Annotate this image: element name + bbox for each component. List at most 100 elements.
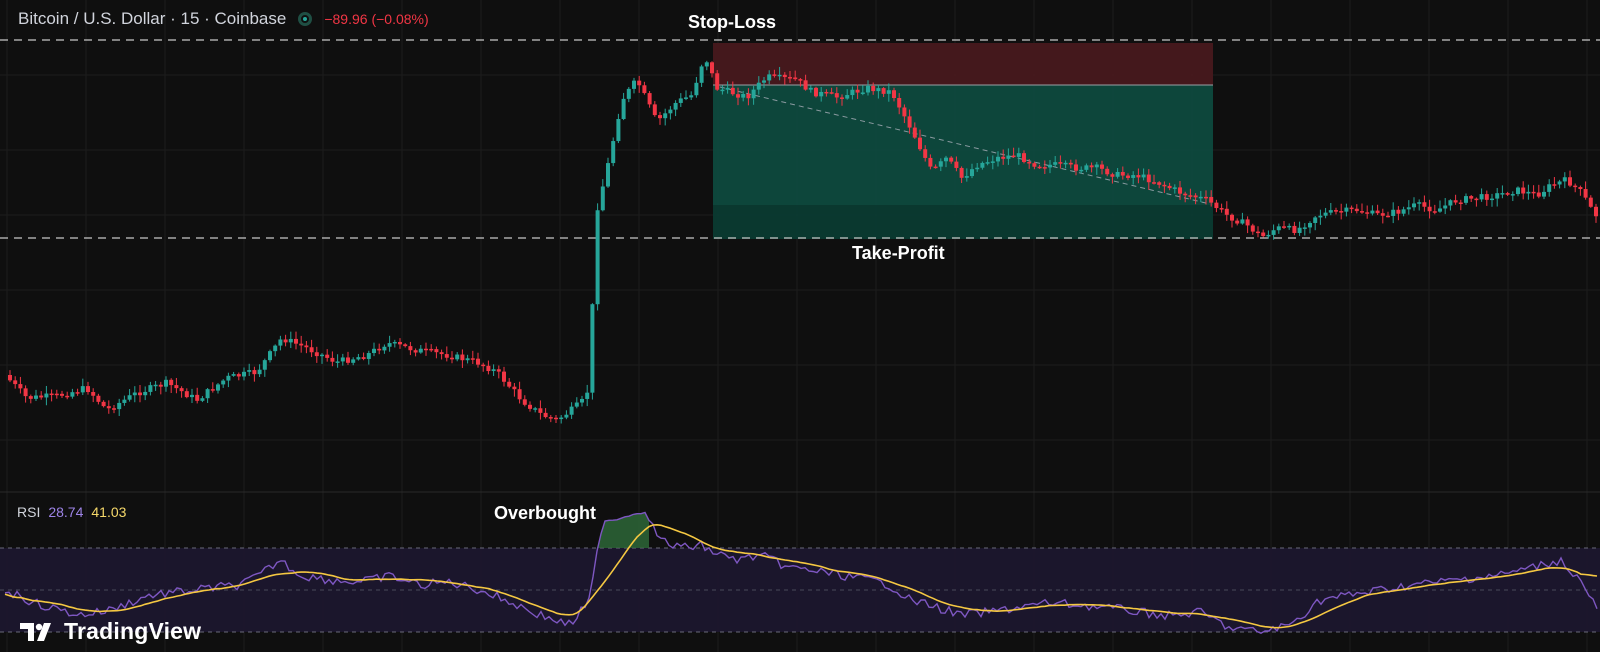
candle [190,388,194,403]
symbol-title[interactable]: Bitcoin / U.S. Dollar · 15 · Coinbase [18,9,287,28]
candle [949,156,954,164]
candle [1583,181,1588,200]
candle [1438,200,1442,213]
rsi-ma-value: 41.03 [91,504,127,520]
candle [1422,195,1427,212]
risk-reward-tool[interactable] [713,43,1213,239]
candle [54,389,59,399]
candle [554,415,558,424]
candle [855,84,860,99]
candle [70,388,75,399]
rsi-legend[interactable]: RSI 28.74 41.03 [17,504,126,520]
candle [642,81,647,95]
candle [876,84,881,99]
candle [44,385,49,406]
candle [335,354,340,368]
market-status-dot-icon[interactable] [298,12,313,26]
candle [80,378,85,396]
candle [1219,203,1224,213]
candle [528,401,532,412]
candle [138,385,142,403]
candle [1552,177,1557,189]
candle [985,156,990,166]
candle [689,91,694,101]
candle [517,381,522,404]
candle [268,349,272,363]
candle [1406,200,1411,215]
candle [486,360,491,375]
candle [309,339,314,358]
candle [96,393,101,405]
candle [1375,204,1380,216]
tradingview-logo[interactable]: TradingView [20,618,201,645]
candle [886,83,891,102]
candle [1297,221,1302,236]
candle [507,378,512,389]
candle [845,89,850,100]
candle [1256,226,1260,238]
rsi-label[interactable]: RSI [17,504,41,520]
candle [1001,149,1006,165]
candle [637,75,642,93]
candle [959,166,964,184]
candle [1120,166,1125,180]
candle [1271,224,1276,240]
candle [1479,188,1484,202]
candle [1261,229,1266,238]
symbol-legend[interactable]: Bitcoin / U.S. Dollar · 15 · Coinbase −8… [18,9,429,29]
candle [403,343,408,348]
candle [741,90,746,102]
candle [179,386,184,398]
candle [944,155,948,168]
candle [1027,159,1032,169]
candle [86,381,90,395]
candle [860,85,865,96]
candle [1594,203,1598,223]
candle [871,82,876,95]
candle [1167,182,1172,191]
candle [1183,191,1188,203]
candle [1453,194,1458,205]
candle [122,395,127,406]
candle [699,64,704,87]
candle [49,389,54,402]
candle [595,203,600,311]
candle [1016,147,1021,165]
candle [1448,199,1453,211]
candle [756,76,761,95]
candle [767,70,772,85]
candle [1292,221,1297,236]
candle [881,87,886,98]
candle [1547,179,1552,197]
rsi-value: 28.74 [48,504,84,520]
candle [933,164,938,169]
candle [1360,203,1364,214]
candle [1100,160,1104,175]
candle [236,372,241,381]
candle [824,89,829,97]
candle [1042,160,1047,175]
candle [980,161,985,170]
candle [704,60,709,71]
candle [28,394,33,404]
candle [1521,181,1526,200]
candle [725,81,730,94]
rsi-ma-line [4,523,1598,629]
candle [304,340,309,354]
candle [325,349,330,362]
candle [366,350,371,365]
candle [247,363,252,376]
candle [496,365,501,379]
candle [585,384,590,407]
candle [382,344,387,354]
candle [413,348,418,357]
overbought-annotation: Overbought [494,503,596,523]
candle [954,156,959,172]
candle [907,109,912,134]
candle [1578,185,1583,196]
candle [1526,184,1531,200]
candle [829,87,834,95]
candle [1308,221,1312,234]
candle [1235,218,1240,226]
